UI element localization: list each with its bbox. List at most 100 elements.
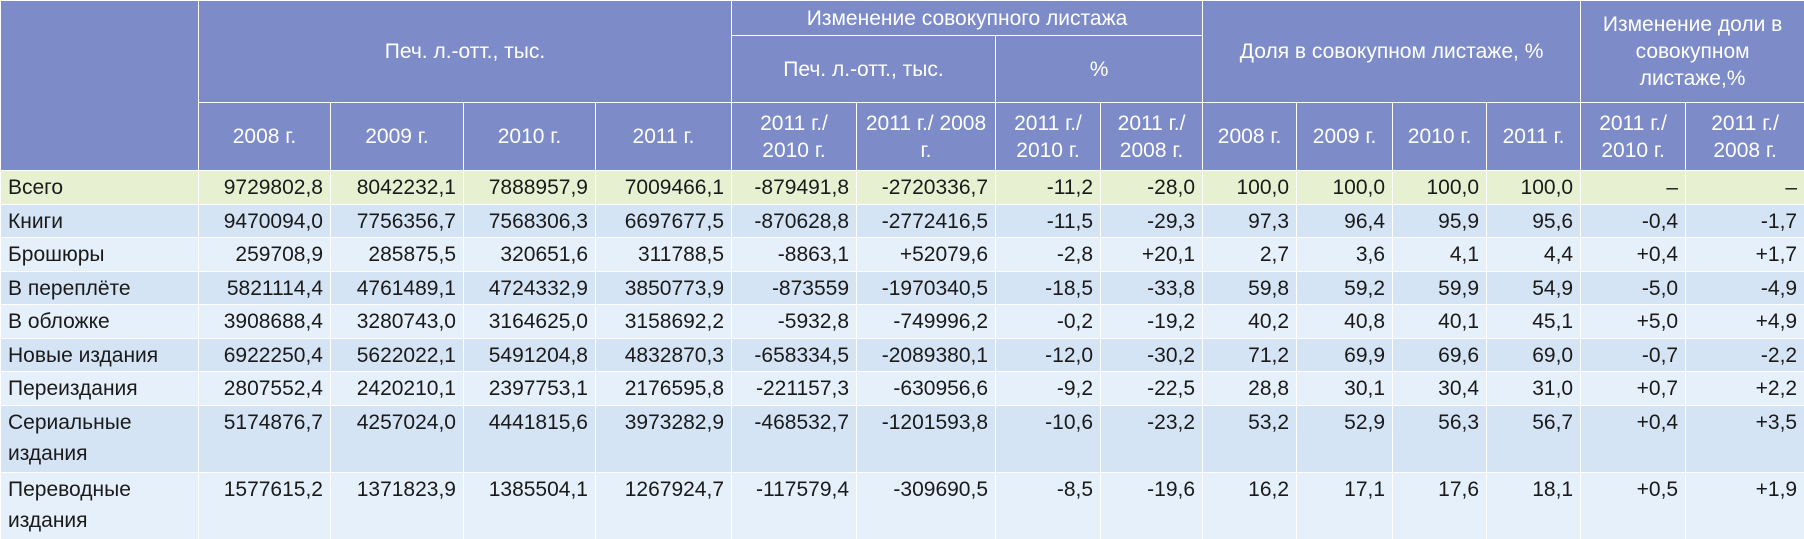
cell: 17,6: [1392, 471, 1488, 539]
cell: 4761489,1: [330, 270, 464, 305]
cell: 3158692,2: [594, 304, 733, 339]
group-header: Изменение совокупного листажа: [731, 0, 1204, 36]
cell: -22,5: [1100, 371, 1204, 406]
cell: -2,2: [1685, 337, 1804, 372]
cell: 1371823,9: [330, 471, 464, 539]
cell: 5821114,4: [198, 270, 331, 305]
cell: -30,2: [1100, 337, 1204, 372]
cell: 45,1: [1486, 304, 1582, 339]
cell: +52079,6: [856, 237, 997, 272]
cell: 3850773,9: [594, 270, 733, 305]
row-label: Переиздания: [0, 371, 199, 406]
cell: 3973282,9: [594, 404, 733, 473]
cell: -630956,6: [856, 371, 997, 406]
cell: -29,3: [1100, 203, 1204, 238]
cell: 16,2: [1202, 471, 1298, 539]
cell: 95,6: [1486, 203, 1582, 238]
cell: -1201593,8: [856, 404, 997, 473]
cell: 59,8: [1202, 270, 1298, 305]
cell: -8,5: [995, 471, 1102, 539]
cell: –: [1685, 170, 1804, 205]
cell: 69,0: [1486, 337, 1582, 372]
row-label: В переплёте: [0, 270, 199, 305]
cell: 100,0: [1296, 170, 1394, 205]
cell: -2,8: [995, 237, 1102, 272]
cell: 320651,6: [463, 237, 596, 272]
table-row: В переплёте 5821114,4 4761489,1 4724332,9 38…: [0, 270, 1804, 305]
cell: -879491,8: [731, 170, 858, 205]
cell: 4724332,9: [463, 270, 596, 305]
cell: -468532,7: [731, 404, 858, 473]
cell: -873559: [731, 270, 858, 305]
cell: +4,9: [1685, 304, 1804, 339]
cell: 2420210,1: [330, 371, 464, 406]
cell: 8042232,1: [330, 170, 464, 205]
table-row: Книги 9470094,0 7756356,7 7568306,3 6697677,…: [0, 203, 1804, 238]
column-header: 2011 г./ 2010 г.: [1580, 102, 1687, 171]
column-header-row: 2008 г. 2009 г. 2010 г. 2011 г. 2011 г./ 201…: [1, 102, 1804, 171]
sub-header: Печ. л.-отт., тыс.: [731, 35, 997, 103]
row-label: Новые издания: [0, 337, 199, 372]
column-header: 2011 г./ 2010 г.: [995, 102, 1102, 171]
cell: +1,7: [1685, 237, 1804, 272]
cell: +3,5: [1685, 404, 1804, 473]
cell: -870628,8: [731, 203, 858, 238]
cell: +0,4: [1580, 404, 1687, 473]
cell: 3280743,0: [330, 304, 464, 339]
cell: -0,7: [1580, 337, 1687, 372]
cell: +2,2: [1685, 371, 1804, 406]
row-label: В обложке: [0, 304, 199, 339]
cell: -658334,5: [731, 337, 858, 372]
cell: 4,1: [1392, 237, 1488, 272]
column-header: 2011 г.: [1486, 102, 1582, 171]
cell: 71,2: [1202, 337, 1298, 372]
cell: 56,7: [1486, 404, 1582, 473]
cell: 259708,9: [198, 237, 331, 272]
cell: 95,9: [1392, 203, 1488, 238]
cell: –: [1580, 170, 1687, 205]
cell: 31,0: [1486, 371, 1582, 406]
table-row: Брошюры 259708,9 285875,5 320651,6 311788,5-…: [0, 237, 1804, 272]
cell: 5174876,7: [198, 404, 331, 473]
cell: 7568306,3: [463, 203, 596, 238]
row-label: Брошюры: [0, 237, 199, 272]
cell: -1,7: [1685, 203, 1804, 238]
cell: 4832870,3: [594, 337, 733, 372]
cell: +1,9: [1685, 471, 1804, 539]
cell: 28,8: [1202, 371, 1298, 406]
cell: 56,3: [1392, 404, 1488, 473]
cell: +0,4: [1580, 237, 1687, 272]
cell: 52,9: [1296, 404, 1394, 473]
cell: -2772416,5: [856, 203, 997, 238]
cell: 6922250,4: [198, 337, 331, 372]
cell: 100,0: [1202, 170, 1298, 205]
cell: 69,9: [1296, 337, 1394, 372]
cell: 100,0: [1486, 170, 1582, 205]
cell: 97,3: [1202, 203, 1298, 238]
cell: 40,1: [1392, 304, 1488, 339]
cell: -5,0: [1580, 270, 1687, 305]
column-header: 2008 г.: [198, 102, 331, 171]
cell: -12,0: [995, 337, 1102, 372]
cell: 54,9: [1486, 270, 1582, 305]
cell: 2176595,8: [594, 371, 733, 406]
cell: 59,2: [1296, 270, 1394, 305]
table-body: Всего 9729802,8 8042232,1 7888957,9 7009466,…: [0, 170, 1804, 539]
cell: -1970340,5: [856, 270, 997, 305]
table-row: Переводные издания 1577615,2 1371823,9 1385…: [0, 471, 1804, 539]
column-header: 2008 г.: [1202, 102, 1298, 171]
column-header: 2009 г.: [330, 102, 464, 171]
column-header: 2010 г.: [1392, 102, 1488, 171]
group-header: Изменение доли в совокупном листаже,%: [1580, 0, 1804, 103]
cell: -19,6: [1100, 471, 1204, 539]
cell: +0,5: [1580, 471, 1687, 539]
cell: -33,8: [1100, 270, 1204, 305]
cell: -28,0: [1100, 170, 1204, 205]
row-label: Переводные издания: [0, 471, 199, 539]
cell: -19,2: [1100, 304, 1204, 339]
cell: -2720336,7: [856, 170, 997, 205]
cell: 4257024,0: [330, 404, 464, 473]
cell: 3,6: [1296, 237, 1394, 272]
cell: +0,7: [1580, 371, 1687, 406]
cell: -10,6: [995, 404, 1102, 473]
